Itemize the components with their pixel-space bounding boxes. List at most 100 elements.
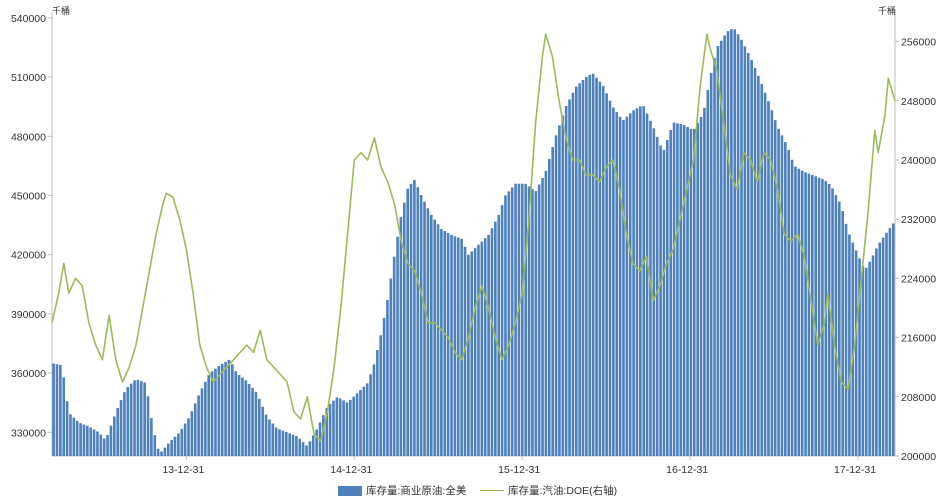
crude-bar	[881, 237, 885, 456]
crude-bar	[831, 188, 834, 456]
crude-bar	[628, 113, 632, 456]
x-axis-ticks: 13-12-31 14-12-31 15-12-31 16-12-31 17-12-31	[162, 456, 876, 476]
crude-bar	[689, 128, 693, 456]
crude-bar	[204, 381, 207, 456]
crude-bar	[784, 142, 787, 457]
crude-bar	[453, 236, 457, 456]
crude-bar	[264, 414, 268, 456]
crude-bar	[480, 241, 484, 456]
right-tick-label: 224000	[901, 273, 936, 285]
crude-bar	[126, 386, 130, 456]
crude-bar	[241, 377, 244, 456]
crude-bar	[837, 201, 841, 456]
crude-bar	[416, 187, 420, 457]
crude-bar	[150, 418, 153, 456]
crude-bar	[113, 416, 116, 456]
crude-bar	[716, 45, 720, 457]
crude-bar	[625, 116, 629, 457]
crude-bar	[612, 107, 615, 456]
crude-bar	[257, 398, 261, 456]
crude-bar	[719, 40, 723, 457]
legend-line-swatch	[480, 490, 504, 491]
crude-bar	[868, 261, 871, 456]
crude-bar	[487, 234, 490, 456]
crude-bar	[736, 34, 740, 457]
crude-bar	[446, 232, 450, 456]
crude-bar	[426, 208, 430, 456]
crude-bar	[601, 86, 605, 456]
crude-bar	[696, 122, 699, 456]
crude-bar	[834, 195, 838, 456]
x-tick-label: 14-12-31	[330, 464, 372, 476]
left-tick-label: 390000	[11, 309, 46, 321]
crude-bar	[534, 191, 538, 456]
crude-bar	[72, 417, 76, 456]
crude-bar	[177, 433, 180, 456]
crude-bar	[409, 183, 413, 456]
crude-bar	[561, 115, 565, 456]
right-axis-unit: 千桶	[878, 6, 897, 16]
crude-bar	[372, 364, 376, 456]
crude-bar	[844, 223, 848, 456]
crude-bar	[106, 435, 109, 456]
crude-bar	[891, 223, 895, 456]
crude-bar	[251, 387, 254, 456]
crude-bar	[726, 31, 730, 456]
right-axis-ticks: 200000 208000 216000 224000 232000 240000 2480…	[895, 37, 936, 463]
crude-bar	[234, 371, 238, 456]
left-tick-label: 510000	[11, 72, 46, 84]
crude-bar	[743, 46, 747, 456]
crude-bar	[858, 258, 861, 456]
crude-bar	[807, 173, 811, 456]
crude-bar	[497, 214, 501, 456]
crude-bar	[406, 188, 409, 456]
crude-bar	[365, 383, 369, 456]
crude-bar	[500, 205, 504, 456]
crude-bar	[231, 364, 234, 456]
crude-bar	[163, 447, 167, 456]
crude-bar	[578, 83, 581, 456]
crude-bar	[669, 130, 673, 456]
crude-bar	[510, 187, 514, 456]
crude-bar	[581, 79, 585, 456]
crude-bar	[89, 427, 93, 456]
crude-bar	[443, 230, 447, 456]
crude-bar	[524, 183, 528, 456]
crude-bar	[281, 430, 285, 456]
crude-bar	[433, 219, 436, 456]
crude-bar	[69, 414, 72, 456]
crude-bar	[295, 435, 298, 456]
crude-bar	[402, 202, 406, 456]
right-tick-label: 256000	[901, 37, 936, 49]
crude-bar	[527, 186, 531, 457]
crude-bar	[652, 128, 656, 456]
crude-bar	[59, 364, 62, 456]
crude-bar	[349, 399, 352, 456]
crude-bar	[224, 361, 227, 456]
right-tick-label: 208000	[901, 392, 936, 404]
crude-bar	[763, 92, 767, 456]
crude-bar	[227, 359, 231, 456]
right-tick-label: 240000	[901, 155, 936, 167]
crude-bar	[325, 407, 329, 456]
crude-bar	[274, 427, 278, 456]
crude-bar	[210, 371, 214, 456]
crude-bar	[649, 120, 652, 457]
crude-bar	[790, 159, 794, 456]
crude-bar	[345, 402, 349, 456]
crude-bar	[659, 145, 662, 456]
crude-bar	[146, 396, 150, 456]
crude-bar	[413, 180, 416, 456]
crude-bar	[851, 242, 855, 456]
right-tick-label: 216000	[901, 333, 936, 345]
crude-bar	[436, 224, 440, 456]
crude-bar	[864, 267, 868, 456]
crude-bar	[618, 116, 622, 456]
crude-bar	[757, 75, 760, 456]
crude-bar	[200, 388, 204, 456]
crude-bar	[389, 278, 393, 456]
crude-bar	[672, 122, 676, 456]
gasoline-line	[51, 33, 896, 442]
crude-bar	[99, 434, 103, 456]
left-axis-unit: 千桶	[52, 6, 71, 16]
